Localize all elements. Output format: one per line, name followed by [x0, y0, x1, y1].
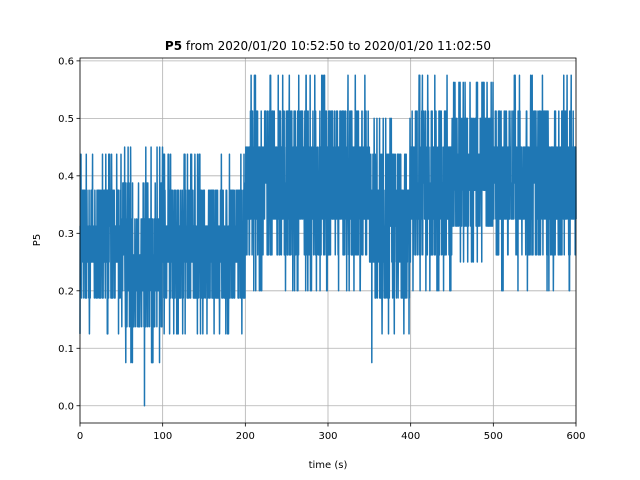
y-tick-label: 0.2: [58, 286, 74, 297]
chart-title: P5 from 2020/01/20 10:52:50 to 2020/01/2…: [165, 39, 491, 53]
x-tick-label: 0: [77, 431, 83, 442]
y-axis-label: P5: [32, 234, 43, 246]
axis-ticks: 0 100 200 300 400 500 600 0.0 0.1 0.2 0.3 0.4 0.5 0.6: [58, 56, 585, 442]
y-tick-label: 0.3: [58, 229, 74, 240]
x-tick-label: 600: [566, 431, 585, 442]
y-tick-label: 0.4: [58, 171, 74, 182]
x-tick-label: 100: [153, 431, 172, 442]
y-tick-label: 0.1: [58, 344, 74, 355]
y-tick-label: 0.0: [58, 401, 74, 412]
series-line: [79, 74, 577, 407]
x-axis-label: time (s): [309, 460, 348, 471]
x-tick-label: 200: [236, 431, 255, 442]
x-tick-label: 300: [318, 431, 337, 442]
x-tick-label: 400: [401, 431, 420, 442]
series-P5: [79, 74, 577, 407]
chart-title-range: from 2020/01/20 10:52:50 to 2020/01/20 1…: [182, 39, 491, 53]
y-tick-label: 0.5: [58, 114, 74, 125]
chart-title-variable: P5: [165, 39, 182, 53]
y-tick-label: 0.6: [58, 56, 74, 67]
x-tick-label: 500: [484, 431, 503, 442]
